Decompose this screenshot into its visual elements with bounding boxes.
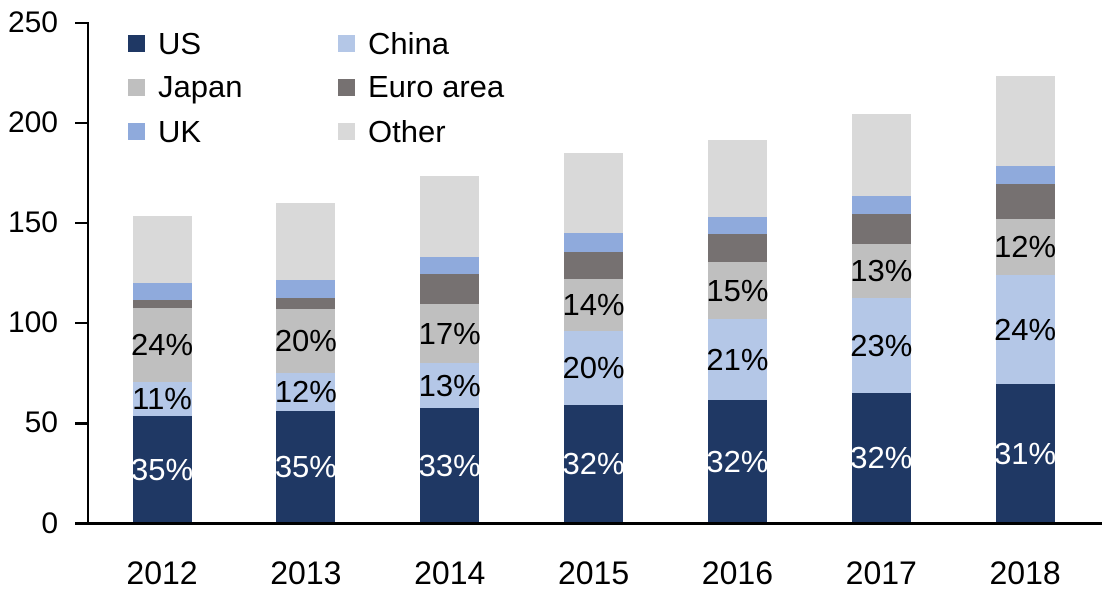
legend-swatch-euro-area: [338, 78, 355, 96]
bar-segment-other-2018: [995, 75, 1055, 167]
segment-label-us-2017: 32%: [850, 440, 913, 476]
legend-swatch-us: [128, 35, 145, 52]
segment-label-us-2015: 32%: [562, 446, 625, 482]
bar-segment-other-2015: [564, 153, 624, 234]
segment-label-us-2018: 31%: [994, 435, 1057, 471]
bar-segment-us-2013: [276, 411, 336, 524]
bar-segment-us-2016: [707, 400, 767, 524]
legend-label-us: US: [158, 25, 202, 61]
bar-segment-china-2015: [564, 331, 624, 406]
bar-segment-uk-2015: [564, 233, 624, 253]
bar-segment-japan-2018: [995, 219, 1055, 276]
y-axis-line: [86, 22, 90, 525]
bar-segment-uk-2012: [132, 283, 192, 301]
y-tick-150: [74, 221, 87, 225]
bar-segment-japan-2013: [276, 309, 336, 374]
segment-label-japan-2018: 12%: [994, 229, 1057, 265]
bar-segment-japan-2016: [707, 262, 767, 320]
segment-label-china-2013: 12%: [274, 374, 337, 410]
y-tick-label-250: 250: [7, 5, 58, 39]
segment-label-japan-2017: 13%: [850, 253, 913, 289]
segment-label-china-2015: 20%: [562, 350, 625, 386]
segment-label-japan-2016: 15%: [706, 272, 769, 308]
bar-segment-china-2014: [420, 363, 480, 409]
legend-label-uk: UK: [158, 113, 202, 149]
bar-segment-japan-2014: [420, 304, 480, 364]
bar-segment-uk-2016: [707, 217, 767, 235]
y-tick-50: [74, 422, 87, 425]
legend-label-euro-area: Euro area: [368, 69, 505, 104]
bar-segment-us-2017: [851, 393, 911, 524]
legend-swatch-japan: [128, 78, 145, 96]
legend-label-other: Other: [368, 113, 446, 149]
bar-segment-other-2014: [420, 176, 480, 258]
bar-segment-japan-2012: [132, 308, 192, 383]
segment-label-japan-2015: 14%: [562, 287, 625, 323]
y-tick-label-0: 0: [41, 506, 58, 540]
x-axis-label-2013: 2013: [270, 555, 342, 591]
segment-label-us-2013: 35%: [274, 449, 337, 485]
legend-label-japan: Japan: [158, 69, 243, 104]
y-tick-label-100: 100: [7, 306, 58, 340]
legend-swatch-uk: [128, 123, 145, 140]
bar-segment-japan-2015: [564, 279, 624, 332]
bar-segment-china-2016: [707, 319, 767, 401]
bar-segment-other-2012: [132, 216, 192, 284]
segment-label-us-2012: 35%: [130, 451, 194, 487]
y-tick-250: [74, 21, 87, 25]
segment-label-us-2016: 32%: [706, 443, 769, 479]
bar-segment-euro-area-2017: [851, 214, 911, 245]
bar-segment-euro-area-2012: [132, 300, 192, 309]
x-axis-label-2016: 2016: [701, 555, 773, 591]
y-tick-label-200: 200: [7, 106, 58, 140]
bar-segment-euro-area-2018: [995, 184, 1055, 220]
x-axis-label-2014: 2014: [414, 555, 486, 591]
bar-segment-us-2015: [564, 405, 624, 524]
bar-segment-other-2013: [276, 203, 336, 281]
segment-label-china-2018: 24%: [994, 311, 1057, 347]
legend-swatch-other: [338, 123, 355, 140]
bar-segment-uk-2013: [276, 280, 336, 299]
bar-segment-us-2018: [995, 384, 1055, 524]
y-tick-label-150: 150: [7, 206, 58, 240]
x-axis-label-2015: 2015: [557, 555, 630, 591]
bar-segment-china-2018: [995, 275, 1055, 385]
segment-label-japan-2014: 17%: [418, 315, 481, 351]
x-axis-label-2018: 2018: [989, 555, 1061, 591]
bar-segment-uk-2017: [851, 196, 911, 215]
segment-label-japan-2013: 20%: [274, 323, 337, 359]
x-axis-label-2017: 2017: [845, 555, 917, 591]
segment-label-japan-2012: 24%: [130, 327, 194, 363]
bar-segment-euro-area-2013: [276, 298, 336, 310]
segment-label-us-2014: 33%: [418, 447, 481, 483]
bar-segment-japan-2017: [851, 244, 911, 299]
segment-label-china-2012: 11%: [132, 381, 192, 417]
y-tick-label-50: 50: [24, 406, 58, 440]
segment-label-china-2014: 13%: [418, 367, 481, 403]
bar-segment-euro-area-2016: [707, 234, 767, 263]
bar-segment-other-2016: [707, 140, 767, 218]
y-tick-100: [74, 322, 87, 325]
bar-segment-other-2017: [851, 114, 911, 197]
bar-segment-euro-area-2014: [420, 274, 480, 305]
bar-segment-china-2012: [132, 382, 192, 417]
bar-segment-uk-2018: [995, 166, 1055, 185]
x-axis-label-2012: 2012: [126, 555, 198, 591]
y-tick-200: [74, 121, 87, 125]
bar-segment-china-2013: [276, 373, 336, 412]
bar-segment-china-2017: [851, 298, 911, 394]
legend-swatch-china: [338, 35, 355, 52]
legend-label-china: China: [368, 25, 449, 61]
bar-segment-us-2012: [132, 416, 192, 524]
bar-segment-euro-area-2015: [564, 252, 624, 280]
segment-label-china-2017: 23%: [850, 327, 913, 363]
segment-label-china-2016: 21%: [706, 341, 769, 377]
bar-segment-uk-2014: [420, 257, 480, 275]
x-axis-line: [74, 522, 1102, 525]
bar-segment-us-2014: [420, 408, 480, 524]
